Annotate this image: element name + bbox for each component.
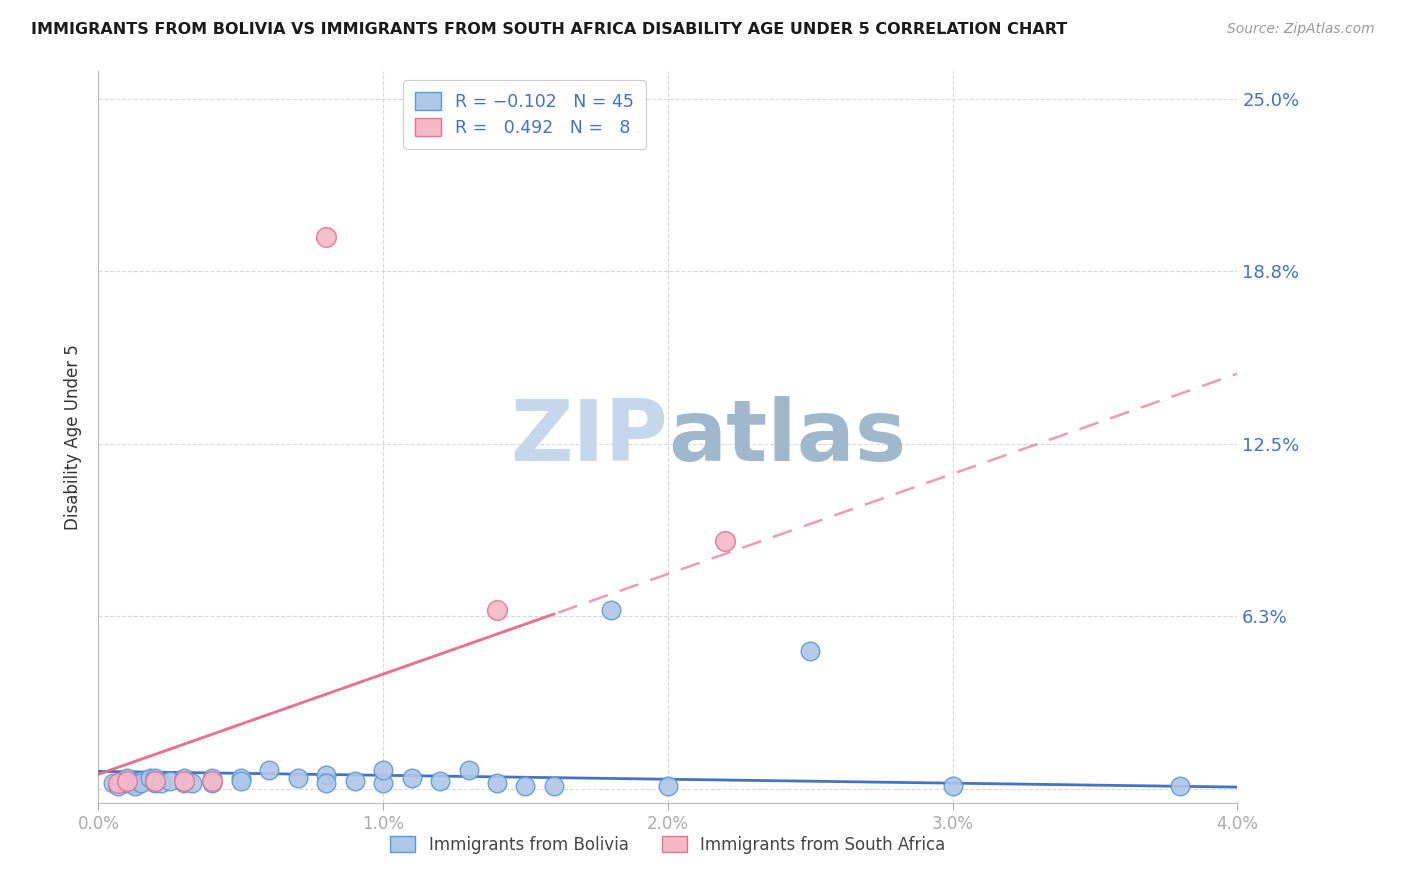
Point <box>457 763 479 777</box>
Point <box>343 773 366 788</box>
Point <box>129 773 152 788</box>
Point <box>799 644 821 658</box>
Point <box>229 771 252 785</box>
Point <box>259 763 281 777</box>
Point <box>150 776 173 790</box>
Point <box>173 773 195 788</box>
Point <box>287 771 309 785</box>
Point <box>315 768 337 782</box>
Point <box>107 776 129 790</box>
Point <box>201 776 224 790</box>
Point <box>124 779 146 793</box>
Point <box>115 771 138 785</box>
Point <box>229 773 252 788</box>
Point <box>515 779 537 793</box>
Point <box>173 771 195 785</box>
Point <box>315 776 337 790</box>
Point <box>201 771 224 785</box>
Text: atlas: atlas <box>668 395 905 479</box>
Point <box>115 776 138 790</box>
Point <box>401 771 423 785</box>
Text: Source: ZipAtlas.com: Source: ZipAtlas.com <box>1227 22 1375 37</box>
Point <box>110 773 132 788</box>
Point <box>371 763 394 777</box>
Point <box>714 533 737 548</box>
Point <box>173 773 195 788</box>
Point <box>173 776 195 790</box>
Point <box>371 776 394 790</box>
Point <box>145 771 167 785</box>
Point <box>121 776 143 790</box>
Point <box>543 779 565 793</box>
Point <box>486 776 509 790</box>
Point <box>429 773 451 788</box>
Point <box>129 776 152 790</box>
Point <box>145 773 167 788</box>
Point <box>115 773 138 788</box>
Point <box>201 773 224 788</box>
Point <box>115 773 138 788</box>
Point <box>145 773 167 788</box>
Text: ZIP: ZIP <box>510 395 668 479</box>
Point <box>181 776 204 790</box>
Point <box>201 773 224 788</box>
Point <box>315 230 337 244</box>
Point <box>1170 779 1192 793</box>
Legend: Immigrants from Bolivia, Immigrants from South Africa: Immigrants from Bolivia, Immigrants from… <box>384 829 952 860</box>
Text: IMMIGRANTS FROM BOLIVIA VS IMMIGRANTS FROM SOUTH AFRICA DISABILITY AGE UNDER 5 C: IMMIGRANTS FROM BOLIVIA VS IMMIGRANTS FR… <box>31 22 1067 37</box>
Point <box>173 773 195 788</box>
Point <box>145 776 167 790</box>
Point <box>138 771 160 785</box>
Point <box>107 779 129 793</box>
Point <box>657 779 679 793</box>
Y-axis label: Disability Age Under 5: Disability Age Under 5 <box>63 344 82 530</box>
Point <box>145 773 167 788</box>
Point <box>159 773 181 788</box>
Point <box>101 776 124 790</box>
Point <box>486 602 509 616</box>
Point <box>600 602 623 616</box>
Point <box>942 779 965 793</box>
